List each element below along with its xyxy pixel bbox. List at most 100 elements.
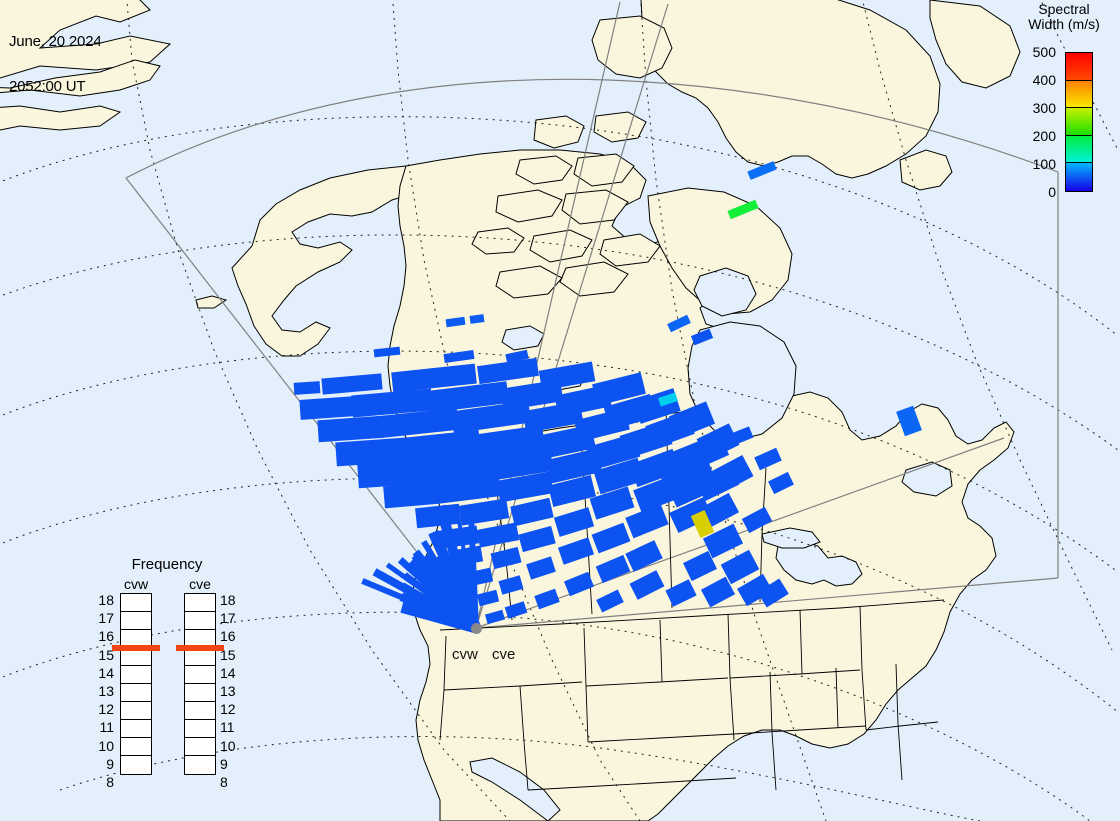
scatter-cell [683,550,717,582]
land-greenland-lobe [899,149,953,191]
scatter-cell [469,314,485,324]
gauge-segment [185,720,215,738]
water-hudson-bay [687,321,797,441]
colorbar-title: Spectral Width (m/s) [1008,2,1120,32]
gauge-segment [121,720,151,738]
scatter-cell [667,314,691,333]
border-state [585,677,729,687]
gauge-cve[interactable] [184,593,216,775]
gauge-segment [185,702,215,720]
colorbar-segment-100-200 [1066,135,1092,164]
scatter-cell [665,579,697,607]
gauge-segment [121,702,151,720]
scatter-cell [702,523,744,559]
gauge-segment [185,594,215,612]
gauge-segment [185,648,215,666]
scatter-cell [690,328,714,346]
gauge-segment [185,738,215,756]
scatter-cell [669,497,713,533]
scatter-cell [596,589,624,613]
gauge-ticks-cve: 18 17 16 15 14 13 12 11 10 9 8 [220,586,246,789]
colorbar-segment-400-500 [1066,53,1092,81]
gauge-segment [121,684,151,702]
scatter-cells [293,161,922,625]
scatter-cell [720,549,760,585]
colorbar-segment-0-100 [1066,163,1092,191]
scatter-cell [335,437,407,467]
border-state [769,671,777,791]
colorbar-tick-100: 100 [1032,156,1056,172]
scatter-cell [625,503,669,539]
station-label-cve: cve [492,646,516,663]
gauge-segment [121,666,151,684]
gauge-cvw[interactable] [120,593,152,775]
scatter-cell [563,571,595,597]
gauge-segment [121,594,151,612]
border-state [859,605,867,731]
graticule-meridian [861,0,1113,651]
border-state [527,777,737,791]
scatter-cell [896,405,922,437]
land-island-1 [533,115,585,149]
colorbar-tick-500: 500 [1032,44,1056,60]
frequency-panel: Frequency cvw 18 17 16 15 14 13 12 11 10 9 8 cve 1… [92,556,242,789]
gauge-tick-cve-9: 9 [220,755,228,772]
gauge-tick-cvw-15: 15 [98,646,114,663]
scatter-cell [700,576,736,608]
land-island-8 [599,233,661,267]
scatter-cell [536,424,596,460]
scatter-cell [757,578,789,608]
land-island-3 [515,155,573,185]
scatter-cell [657,450,713,490]
scatter-cell [426,381,510,413]
gauge-tick-cvw-9: 9 [106,755,114,772]
radar-site-marker [471,623,482,634]
land-siberia-south [0,59,161,97]
colorbar-ticks: 500 400 300 200 100 0 [1008,44,1060,200]
scatter-cell [476,522,520,548]
land-island-6 [561,189,629,225]
gauge-tick-cve-12: 12 [220,701,236,718]
graticule-meridian [640,0,827,821]
scatter-cell [629,570,665,600]
gauge-segment [121,648,151,666]
gauge-tick-cve-13: 13 [220,683,236,699]
scatter-cell [547,475,597,507]
gauge-tick-cvw-8: 8 [106,774,114,790]
border-state [729,669,861,679]
scatter-cell [391,363,477,393]
colorbar-title-line2: Width (m/s) [1028,16,1100,32]
gauge-ticks-cvw: 18 17 16 15 14 13 12 11 10 9 8 [88,586,114,789]
scatter-cell [490,546,522,570]
scatter-cell [504,601,528,619]
gauge-tick-cvw-13: 13 [98,683,114,699]
border-state [587,733,735,743]
colorbar-title-line1: Spectral [1038,1,1090,17]
water-foxe-basin [693,267,757,317]
land-aleutians [195,295,228,309]
gauge-tick-cvw-10: 10 [98,737,114,754]
graticule-parallel [0,350,1119,573]
border-state [519,685,529,791]
border-state [733,725,867,735]
scatter-cell [476,589,500,607]
scatter-cell [470,425,546,459]
land-island-9 [471,227,525,255]
colorbar-tick-200: 200 [1032,128,1056,144]
scatter-cell [443,349,475,364]
spectral-width-colorbar: Spectral Width (m/s) 500 400 300 200 100 0 [1008,2,1120,202]
gauge-segment [121,738,151,756]
gauge-tick-cvw-11: 11 [99,719,114,736]
scatter-cell [496,471,554,503]
land-greenland [640,0,941,179]
scatter-cell [383,481,441,509]
station-label-cvw: cvw [452,646,478,663]
land-island-5 [495,189,563,223]
graticule-parallel [0,234,1119,451]
timestamp-time: 2052:00 UT [9,78,86,95]
border-state [835,667,839,729]
colorbar-tick-0: 0 [1048,184,1056,200]
gauge-segment [121,612,151,630]
gauge-tick-cve-17: 17 [220,610,236,627]
